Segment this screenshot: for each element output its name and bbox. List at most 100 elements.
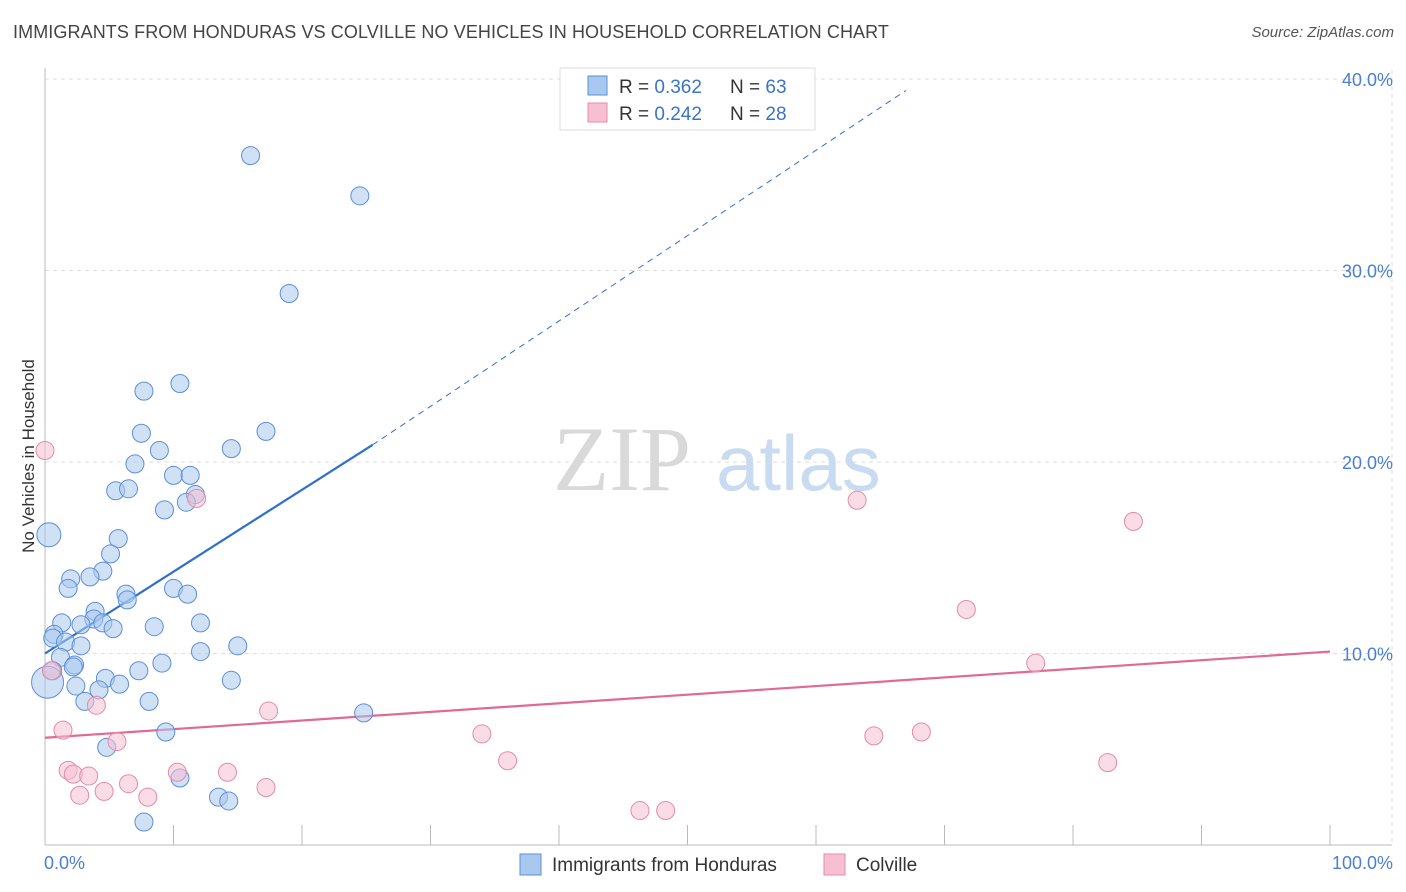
point-colville-14	[107, 732, 127, 752]
point-colville-7	[41, 661, 61, 681]
chart-title: IMMIGRANTS FROM HONDURAS VS COLVILLE NO …	[13, 22, 890, 42]
point-honduras-24	[58, 578, 78, 598]
point-honduras-57	[354, 703, 374, 723]
point-honduras-27	[117, 590, 137, 610]
point-honduras-6	[256, 421, 276, 441]
point-honduras-56	[139, 691, 159, 711]
point-honduras-33	[144, 617, 164, 637]
trend-line-colville	[44, 650, 1331, 739]
svg-text:N = 63: N = 63	[730, 77, 787, 98]
point-honduras-41	[228, 636, 248, 656]
point-honduras-11	[164, 465, 183, 485]
point-honduras-1	[241, 146, 261, 166]
point-honduras-53	[110, 674, 130, 694]
point-honduras-42	[190, 642, 210, 662]
point-honduras-14	[119, 479, 139, 499]
point-honduras-3	[279, 283, 299, 303]
grid-lines	[45, 70, 1393, 845]
svg-text:N = 28: N = 28	[730, 104, 787, 125]
point-colville-6	[1026, 653, 1046, 673]
point-honduras-45	[152, 653, 172, 673]
legend-n-label-2: N =	[730, 104, 765, 125]
point-honduras-19	[108, 529, 128, 549]
point-colville-3	[1123, 511, 1143, 531]
watermark: ZIP atlas	[553, 408, 881, 510]
point-colville-13	[911, 722, 931, 742]
y-tick-label-2: 20.0%	[1342, 453, 1393, 473]
y-tick-label-4: 40.0%	[1342, 70, 1393, 90]
point-honduras-48	[129, 661, 149, 681]
legend-r-value-2: 0.242	[654, 104, 702, 125]
point-honduras-9	[149, 441, 169, 461]
point-honduras-51	[221, 670, 241, 690]
point-honduras-34	[190, 613, 210, 633]
series-name-colville: Colville	[856, 855, 917, 876]
point-honduras-63	[134, 812, 154, 832]
point-honduras-22	[80, 567, 100, 587]
point-colville-24	[70, 785, 90, 805]
series-swatch-colville	[823, 853, 846, 876]
point-colville-27	[630, 801, 650, 821]
series-name-honduras: Immigrants from Honduras	[552, 855, 777, 876]
legend-swatch-colville	[587, 102, 608, 123]
point-colville-28	[656, 801, 676, 821]
point-colville-25	[94, 781, 114, 801]
point-colville-16	[1098, 753, 1118, 773]
source-label: Source: ZipAtlas.com	[1251, 24, 1394, 41]
point-colville-11	[472, 724, 492, 744]
point-honduras-52	[66, 676, 86, 696]
point-colville-23	[256, 778, 276, 798]
legend-r-label-1: R =	[619, 77, 654, 98]
point-honduras-17	[155, 500, 175, 520]
watermark-zip: ZIP	[553, 408, 691, 510]
point-colville-1	[35, 441, 55, 461]
y-tick-label-1: 10.0%	[1342, 645, 1393, 665]
y-tick-label-3: 30.0%	[1342, 262, 1393, 282]
point-honduras-10	[125, 454, 145, 474]
legend-n-value-2: 28	[765, 104, 786, 125]
point-colville-8	[86, 695, 106, 715]
point-colville-21	[217, 762, 237, 782]
point-honduras-7	[131, 423, 151, 443]
axes: 10.0% 20.0% 30.0% 40.0% 0.0% 100.0%	[44, 68, 1393, 873]
point-colville-2	[187, 488, 207, 508]
point-colville-20	[167, 762, 187, 782]
point-honduras-58	[156, 722, 176, 742]
trend-line-honduras-extension	[372, 90, 907, 446]
legend-r-label-2: R =	[619, 104, 654, 125]
legend-n-value-1: 63	[765, 77, 786, 98]
legend-r-value-1: 0.362	[654, 77, 702, 98]
point-honduras-4	[170, 373, 190, 393]
stats-legend: R = 0.362 N = 63 R = 0.242 N = 28	[559, 67, 816, 131]
legend-n-label-1: N =	[730, 77, 765, 98]
svg-text:R = 0.242: R = 0.242	[619, 104, 702, 125]
point-honduras-12	[180, 465, 200, 485]
point-colville-15	[498, 751, 518, 771]
point-honduras-5	[134, 381, 154, 401]
point-honduras-2	[350, 186, 370, 206]
y-axis-label: No Vehicles in Household	[19, 359, 38, 553]
point-honduras-18	[36, 522, 62, 548]
point-honduras-46	[63, 657, 83, 677]
series-swatch-honduras	[519, 853, 542, 876]
legend-swatch-honduras	[587, 75, 608, 96]
point-honduras-37	[71, 615, 91, 635]
point-colville-12	[864, 726, 884, 746]
series-legend: Immigrants from Honduras Colville	[519, 853, 917, 876]
point-honduras-40	[71, 636, 91, 656]
x-tick-label-end: 100.0%	[1332, 853, 1393, 873]
point-colville-19	[79, 766, 99, 786]
point-colville-26	[138, 787, 158, 807]
x-tick-label-start: 0.0%	[44, 853, 85, 873]
point-colville-22	[119, 774, 139, 794]
svg-text:R = 0.362: R = 0.362	[619, 77, 702, 98]
point-honduras-28	[178, 584, 198, 604]
point-colville-9	[259, 701, 279, 721]
point-honduras-62	[219, 791, 239, 811]
point-colville-4	[847, 490, 867, 510]
point-honduras-20	[101, 544, 121, 564]
point-colville-10	[53, 720, 73, 740]
data-points	[31, 146, 1143, 832]
point-honduras-35	[103, 619, 123, 639]
